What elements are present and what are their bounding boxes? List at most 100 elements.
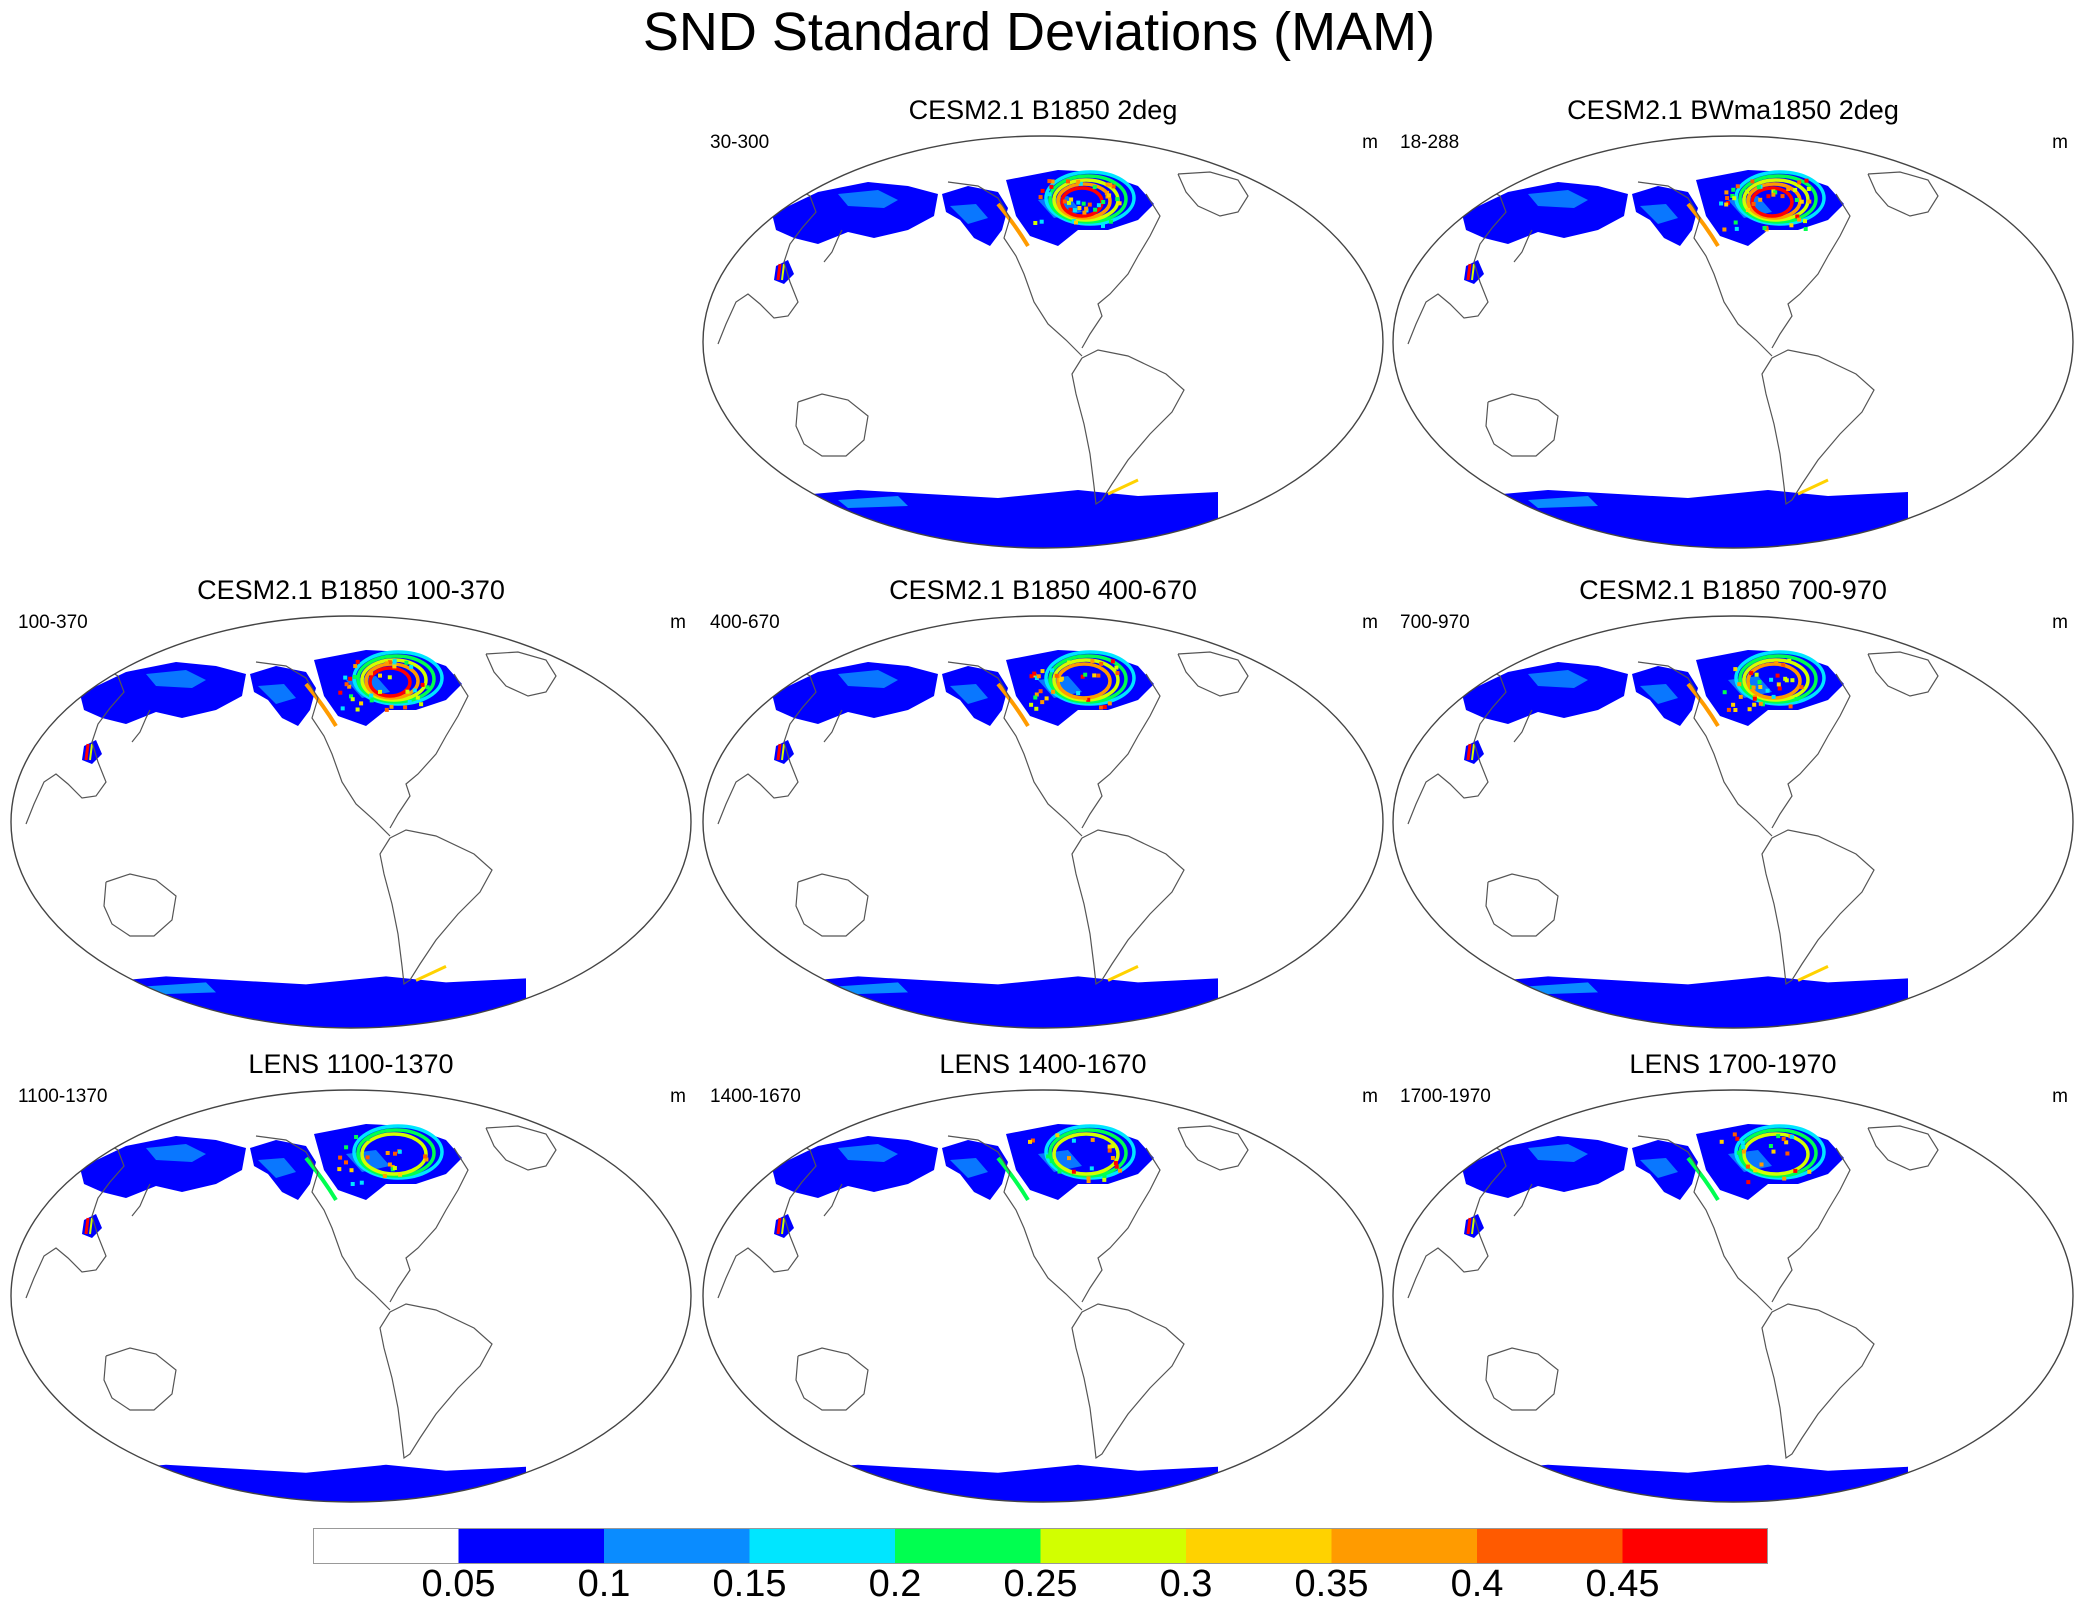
snow-pixel [1090,659,1095,663]
snow-pixel [1806,187,1811,191]
snow-pixel [1090,1137,1095,1142]
snow-pixel [1086,697,1091,702]
panel-unit: m [1362,1086,1378,1107]
coastline [131,709,151,743]
colorbar-tick-label: 0.2 [868,1563,922,1605]
map-panel-b1850-2deg: CESM2.1 B1850 2deg 30-300 m [698,94,1388,550]
colorbar-swatch [1477,1528,1623,1564]
snow-variability-contour [1048,654,1128,704]
map-panel-b1850-700-970: CESM2.1 B1850 700-970 700-970 m [1388,574,2078,1030]
snow-region-antarctica [838,496,908,508]
snow-pixel [1047,192,1052,197]
snow-pixel [1790,678,1795,683]
snow-pixel [1086,1179,1091,1184]
snow-pixel [1108,219,1113,224]
snow-pixel [1719,1139,1724,1144]
snow-region-north [146,1144,206,1162]
snow-pixel [1071,219,1076,224]
snow-variability-contour [415,965,447,982]
panel-title: CESM2.1 B1850 700-970 [1579,575,1887,605]
coastline [1071,829,1185,986]
snow-pixel [1067,1156,1071,1161]
coastline [1081,1147,1161,1303]
colorbar-swatch [604,1528,750,1564]
snow-pixel [1067,660,1072,665]
snow-pixel [1785,1151,1790,1156]
snow-variability-contour [1056,182,1112,220]
snow-pixel [1033,221,1038,225]
panel-year-range: 1700-1970 [1400,1086,1491,1107]
globe-outline [702,615,1384,1029]
map-field [80,1124,526,1502]
map-globe [10,615,692,1029]
snow-variability-contour [1471,743,1475,761]
snow-pixel [1726,707,1731,712]
map-panel-lens-1400-1670: LENS 1400-1670 1400-1670 m [698,1048,1388,1504]
colorbar-tick-label: 0.4 [1450,1563,1504,1605]
snow-pixel [1793,187,1798,192]
snow-pixel [1731,702,1736,707]
snow-pixel [407,700,412,704]
snow-pixel [405,689,410,694]
snow-variability-contour [1107,478,1139,496]
snow-pixel [350,1182,355,1186]
snow-pixel [1749,671,1754,676]
snow-pixel [1082,210,1087,215]
snow-variability-contour [781,263,785,281]
snow-pixel [1781,1137,1786,1141]
coastline [1867,171,1939,217]
snow-pixel [1793,1168,1798,1173]
coastline [1513,709,1533,743]
coastline [947,1135,1083,1311]
snow-pixel [390,1164,395,1169]
coastline [1071,349,1185,506]
snow-pixel [1038,689,1043,694]
panel-unit: m [670,1086,686,1107]
coastline [485,651,557,697]
snow-pixel [352,674,357,679]
snow-pixel [1087,202,1092,207]
colorbar-swatch [1040,1528,1187,1564]
snow-pixel [1762,226,1767,230]
snow-pixel [392,1166,397,1170]
snow-region-north [838,1144,898,1162]
snow-pixel [1799,685,1804,690]
snow-region-north [1640,204,1678,224]
coastline [379,1303,493,1460]
snow-variability-contour [368,666,412,698]
globe-outline [702,1089,1384,1503]
map-globe [10,1089,692,1503]
snow-pixel [1733,220,1738,225]
snow-pixel [1781,662,1786,667]
snow-pixel [1083,672,1088,677]
coastline [1081,673,1161,829]
snow-pixel [354,1135,359,1139]
snow-pixel [1096,203,1101,208]
snow-region-north [1462,182,1628,244]
snow-pixel [349,1168,354,1173]
snow-pixel [1117,201,1122,206]
panel-title: LENS 1100-1370 [248,1049,454,1079]
snow-pixel [384,661,389,666]
colorbar-border [313,1528,1768,1564]
snow-pixel [389,704,394,709]
map-field [772,1124,1218,1502]
snow-pixel [1804,178,1809,183]
snow-variability-contour [996,1156,1030,1202]
snow-pixel [1758,701,1763,706]
snow-region-antarctica [98,1464,526,1502]
snow-pixel [1724,202,1729,207]
snow-pixel [378,673,382,678]
coastline [255,661,391,837]
snow-pixel [1732,1132,1737,1137]
snow-pixel [1741,1149,1746,1154]
snow-pixel [1049,1159,1054,1164]
snow-pixel [1099,705,1103,710]
coastline [379,829,493,986]
snow-pixel [1730,194,1735,198]
snow-region-antarctica [1480,976,1908,1028]
colorbar-tick-label: 0.35 [1294,1563,1369,1605]
snow-pixel [419,702,424,707]
snow-pixel [1722,690,1727,695]
